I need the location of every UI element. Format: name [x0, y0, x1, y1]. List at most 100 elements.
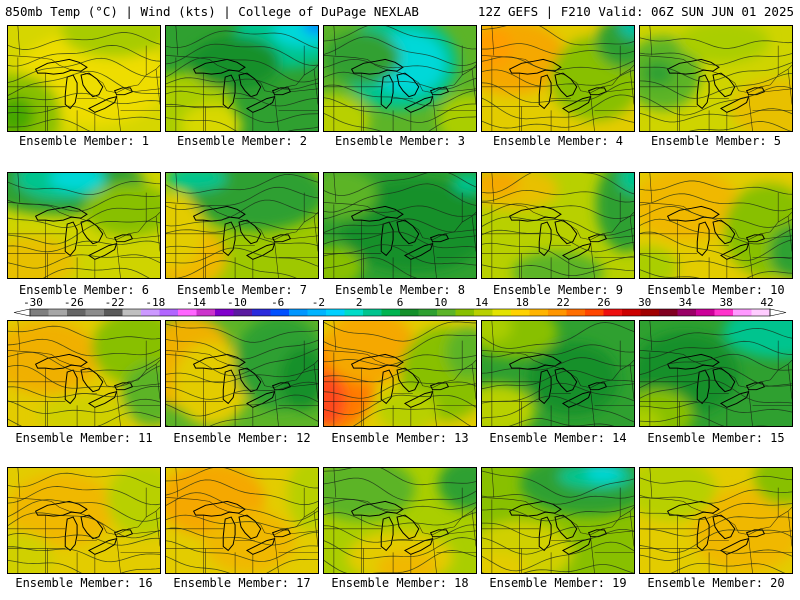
lake-superior: [666, 500, 720, 517]
colorbar-swatch: [178, 309, 197, 316]
lake-michigan: [64, 369, 78, 405]
lake-superior: [350, 353, 404, 370]
isobar-line: [166, 407, 318, 426]
political-border: [629, 511, 634, 547]
isobar-line: [640, 73, 792, 99]
political-border: [590, 241, 595, 278]
isobar-line: [8, 118, 91, 131]
lake-huron: [554, 219, 578, 245]
temperature-field-map: [640, 173, 792, 278]
temperature-region: [618, 26, 634, 39]
isobar-line: [324, 367, 476, 383]
isobar-line: [482, 116, 634, 129]
colorbar-swatch: [363, 309, 382, 316]
lake-michigan: [380, 74, 394, 110]
colorbar-tick-label: -2: [311, 296, 326, 309]
colorbar-tick-label: -26: [63, 296, 84, 309]
isobar-line: [42, 267, 150, 278]
political-border: [640, 497, 792, 536]
lake-michigan: [64, 74, 78, 110]
ensemble-member-label: Ensemble Member: 8: [334, 283, 466, 297]
political-border: [640, 202, 792, 241]
isobar-line: [640, 489, 792, 504]
isobar-line: [8, 240, 160, 253]
isobar-line: [640, 193, 792, 212]
political-border: [290, 530, 318, 535]
temperature-region: [188, 173, 318, 231]
isobar-line: [482, 43, 634, 55]
isobar-line: [166, 555, 318, 573]
colorbar-tick-label: 42: [760, 296, 774, 309]
isobar-line: [640, 62, 792, 83]
lake-michigan: [696, 516, 710, 552]
lake-huron: [238, 367, 262, 393]
colorbar-swatch: [455, 309, 475, 316]
colorbar-swatch: [696, 309, 715, 316]
colorbar-swatch: [141, 309, 160, 316]
isobar-line: [324, 244, 476, 266]
lake-superior: [666, 353, 720, 370]
isobar-line: [166, 527, 318, 546]
political-border: [606, 530, 634, 535]
lake-erie: [719, 242, 750, 260]
lake-huron: [238, 514, 262, 540]
political-border: [166, 55, 318, 94]
temperature-region: [8, 96, 34, 131]
isobar-line: [8, 254, 160, 269]
temperature-region: [596, 173, 634, 252]
political-border: [8, 55, 160, 94]
political-border: [471, 69, 476, 105]
temperature-field-map: [324, 26, 476, 131]
political-border: [432, 241, 437, 278]
isobar-line: [8, 411, 160, 426]
ensemble-map-panel: [165, 320, 319, 427]
isobar-line: [482, 382, 634, 404]
lake-erie: [87, 242, 118, 260]
lake-michigan: [222, 369, 236, 405]
isobar-line: [482, 541, 634, 572]
political-border: [333, 468, 337, 498]
colorbar-scale: [13, 308, 787, 317]
isobar-line: [324, 173, 476, 196]
ensemble-map-panel: [165, 25, 319, 132]
ensemble-member-label: Ensemble Member: 11: [15, 431, 153, 445]
ensemble-member-label: Ensemble Member: 7: [176, 283, 308, 297]
isobar-line: [482, 395, 634, 423]
ensemble-map-panel: [323, 172, 477, 279]
isobar-line: [482, 242, 634, 269]
isobar-line: [640, 254, 792, 269]
temperature-region: [8, 473, 115, 547]
lake-ontario: [587, 382, 608, 391]
colorbar-tick-label: 14: [474, 296, 489, 309]
lake-ontario: [587, 529, 608, 538]
political-border: [491, 173, 495, 203]
colorbar-swatch: [344, 309, 364, 316]
lake-ontario: [429, 87, 450, 96]
political-border: [274, 94, 279, 131]
isobar-line: [8, 559, 160, 573]
ensemble-member-label: Ensemble Member: 20: [647, 576, 785, 590]
colorbar-tick-label: -30: [23, 296, 43, 309]
isobar-line: [8, 472, 160, 489]
colorbar-swatch: [289, 309, 308, 316]
lake-erie: [403, 242, 434, 260]
isobar-line: [175, 260, 297, 278]
political-border: [324, 497, 476, 536]
lake-michigan: [380, 369, 394, 405]
ensemble-map-panel: [7, 25, 161, 132]
isobar-line: [324, 71, 476, 90]
isobar-line: [324, 183, 476, 213]
colorbar-swatch: [603, 309, 623, 316]
political-border: [606, 383, 634, 388]
political-border: [629, 216, 634, 252]
ensemble-member-label: Ensemble Member: 3: [334, 134, 466, 148]
colorbar-swatch: [548, 309, 567, 316]
temperature-region: [61, 26, 160, 58]
isobar-line: [482, 264, 634, 277]
isobar-line: [482, 229, 634, 253]
isobar-line: [324, 381, 476, 399]
political-border: [155, 69, 160, 105]
isobar-line: [482, 203, 634, 220]
political-border: [471, 511, 476, 547]
lake-superior: [34, 500, 88, 517]
